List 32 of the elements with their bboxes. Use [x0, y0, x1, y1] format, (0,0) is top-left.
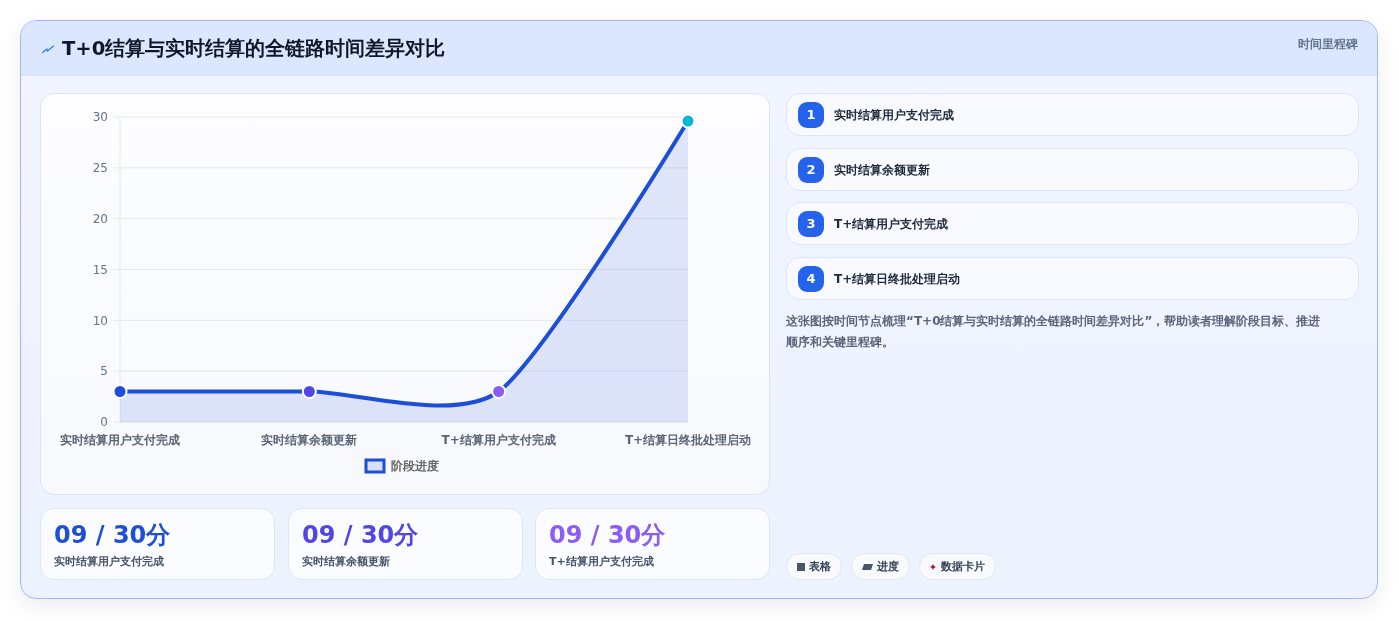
number-badge: 4: [798, 266, 824, 292]
text: 09 / 30分: [302, 520, 419, 550]
text: 这张图按时间节点梳理“T+0结算与实时结算的全链路时间差异对比”，帮助读者理解阶段目标、推进顺序和关键里程碑。: [786, 313, 1322, 351]
category-label: T+结算用户支付完成: [834, 217, 949, 231]
y-tick-label: 25: [92, 161, 108, 176]
text: 09 / 30分: [54, 520, 171, 550]
y-tick-label: 15: [92, 262, 108, 277]
text: 进度: [877, 559, 899, 574]
y-tick-label: 10: [92, 313, 108, 328]
text: 数据卡片: [941, 559, 985, 574]
category-label: 实时结算余额更新: [302, 555, 390, 568]
category-label: 实时结算余额更新: [834, 163, 930, 177]
text: 09 / 30分: [549, 520, 666, 550]
text: 表格: [809, 559, 831, 574]
text: 时间里程碑: [1297, 36, 1358, 52]
legend-label: 阶段进度: [391, 459, 439, 474]
x-tick-label: 实时结算用户支付完成: [60, 433, 180, 448]
number-badge: 3: [798, 211, 824, 237]
y-tick-label: 30: [92, 110, 108, 125]
y-tick-label: 5: [100, 364, 108, 379]
y-tick-label: 0: [100, 415, 108, 430]
y-tick-label: 20: [92, 211, 108, 226]
chart-title: T+0结算与实时结算的全链路时间差异对比: [62, 37, 446, 61]
category-label: 实时结算用户支付完成: [54, 555, 164, 568]
x-tick-label: 实时结算余额更新: [261, 433, 358, 448]
x-tick-label: T+结算用户支付完成: [441, 433, 556, 448]
category-label: 实时结算用户支付完成: [834, 108, 954, 122]
category-label: T+结算用户支付完成: [549, 555, 654, 568]
x-tick-label: T+结算日终批处理启动: [624, 433, 752, 448]
number-badge: 2: [798, 157, 824, 183]
category-label: T+结算日终批处理启动: [834, 272, 961, 286]
number-badge: 1: [798, 102, 824, 128]
